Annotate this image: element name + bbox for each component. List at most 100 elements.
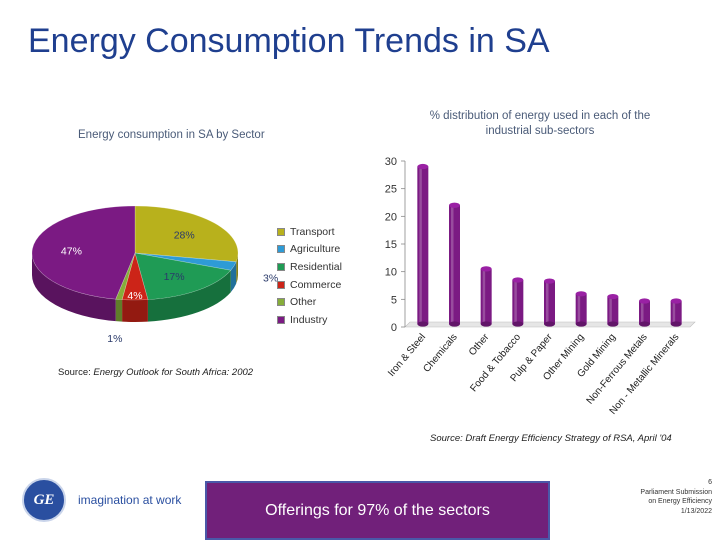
legend-item-transport: Transport (277, 223, 342, 241)
y-tick-label: 15 (385, 239, 397, 251)
offer-banner: Offerings for 97% of the sectors (205, 481, 550, 540)
y-tick-label: 20 (385, 211, 397, 223)
bar-base (575, 321, 587, 327)
footer-line1: Parliament Submission (640, 488, 712, 496)
bar (607, 296, 619, 324)
bar (480, 268, 492, 324)
pie-legend: Transport Agriculture Residential Commerce O… (277, 223, 342, 329)
legend-swatch (277, 227, 285, 236)
bar-base (417, 321, 429, 327)
bar (575, 293, 587, 324)
x-tick-label: Other (467, 331, 492, 358)
bar-base (670, 321, 682, 327)
tagline: imagination at work (78, 493, 182, 507)
pie-side-residential (147, 270, 231, 322)
legend-label: Other (290, 296, 317, 309)
pie-label-transport: 28% (174, 229, 195, 241)
footer-note: 6 Parliament Submission on Energy Effici… (622, 478, 712, 516)
legend-item-other: Other (277, 293, 342, 311)
pie-label-agriculture: 3% (263, 272, 278, 284)
legend-label: Commerce (290, 278, 342, 291)
offer-text: Offerings for 97% of the sectors (265, 501, 490, 519)
pie-side-walls (32, 253, 238, 322)
y-tick-label: 0 (391, 322, 397, 334)
bar-chart-title-line2: industrial sub-sectors (486, 125, 595, 137)
bar-highlight (451, 205, 454, 324)
bar-top (544, 278, 555, 284)
pie-source-note: Source: Energy Outlook for South Africa:… (58, 367, 253, 378)
bar-top (417, 163, 429, 170)
bar-base (607, 321, 619, 327)
pie-chart-title: Energy consumption in SA by Sector (78, 129, 265, 141)
bar-top (670, 298, 682, 304)
pie-source-italic: Energy Outlook for South Africa: 2002 (93, 367, 254, 378)
pie-side-industry (32, 253, 116, 322)
bar-base (639, 321, 650, 327)
y-tick-label: 25 (385, 184, 397, 196)
bar (639, 300, 650, 324)
pie-slice-agriculture (134, 252, 237, 271)
legend-label: Residential (290, 260, 342, 273)
pie-side-agriculture (230, 261, 237, 293)
y-tick-label: 30 (385, 156, 397, 168)
bar-highlight (514, 279, 517, 324)
pie-slice-transport (134, 205, 239, 263)
bar (449, 205, 460, 324)
bar-chart-title-line1: % distribution of energy used in each of… (430, 110, 651, 122)
bar-highlight (609, 296, 612, 324)
y-tick-label: 10 (385, 267, 397, 279)
ge-logo-icon: GE (22, 478, 66, 522)
bar (670, 300, 682, 324)
bar-top (575, 291, 587, 297)
bar-highlight (577, 293, 581, 324)
bar-top (449, 202, 460, 208)
bar (512, 279, 524, 324)
x-tick-label: Iron & Steel (386, 332, 428, 379)
bar-base (480, 321, 492, 327)
y-tick-label: 5 (391, 294, 397, 306)
bar-highlight (419, 166, 422, 324)
bar-base (544, 321, 555, 327)
legend-swatch (277, 262, 285, 271)
bar-chart-panel: % distribution of energy used in each of… (365, 105, 705, 420)
pie-slice-residential (134, 252, 232, 300)
pie-label-other: 1% (107, 333, 122, 345)
bar-highlight (672, 300, 676, 324)
pie-chart: Energy consumption in SA by Sector 28% 3%… (31, 129, 278, 345)
legend-item-residential: Residential (277, 258, 342, 276)
bar-chart: % distribution of energy used in each of… (385, 110, 696, 417)
bar-top (480, 266, 492, 272)
pie-side-transport (236, 253, 238, 284)
legend-label: Agriculture (290, 243, 341, 256)
bar (417, 166, 429, 324)
pie-slice-commerce (121, 251, 149, 301)
legend-swatch (277, 280, 285, 289)
legend-item-industry: Industry (277, 311, 342, 329)
pie-side-commerce (122, 299, 148, 322)
bar-top (607, 293, 619, 300)
bar-top (639, 298, 650, 304)
legend-swatch (277, 315, 285, 324)
pie-label-industry: 47% (61, 245, 82, 257)
pie-slice-other (115, 252, 136, 300)
bar-source-note: Source: Draft Energy Efficiency Strategy… (430, 433, 672, 444)
legend-item-agriculture: Agriculture (277, 241, 342, 259)
pie-label-commerce: 4% (127, 290, 142, 302)
legend-swatch (277, 298, 285, 307)
pie-side-other (115, 299, 123, 322)
legend-swatch (277, 245, 285, 254)
x-tick-label: Non-Ferrous Metals (585, 332, 650, 407)
bar-highlight (482, 268, 486, 324)
pie-chart-panel: Energy consumption in SA by Sector 28% 3%… (18, 118, 348, 358)
bar (544, 281, 555, 324)
footer-line2: on Energy Efficiency (648, 498, 712, 505)
bar-base (449, 321, 460, 327)
pie-source-prefix: Source: (58, 367, 94, 378)
bar-base (512, 321, 524, 327)
legend-label: Industry (290, 313, 328, 326)
brand-area: GE imagination at work (22, 478, 181, 522)
slide-title: Energy Consumption Trends in SA (28, 22, 550, 60)
bar-highlight (546, 281, 549, 324)
legend-label: Transport (290, 225, 335, 238)
legend-item-commerce: Commerce (277, 276, 342, 294)
